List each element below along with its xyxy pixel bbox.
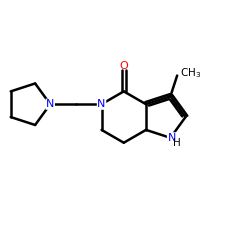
- Text: O: O: [120, 61, 128, 71]
- Text: N: N: [168, 133, 176, 143]
- Text: CH$_3$: CH$_3$: [180, 67, 201, 80]
- Text: N: N: [97, 99, 106, 109]
- Text: N: N: [46, 99, 54, 109]
- Text: H: H: [174, 138, 181, 148]
